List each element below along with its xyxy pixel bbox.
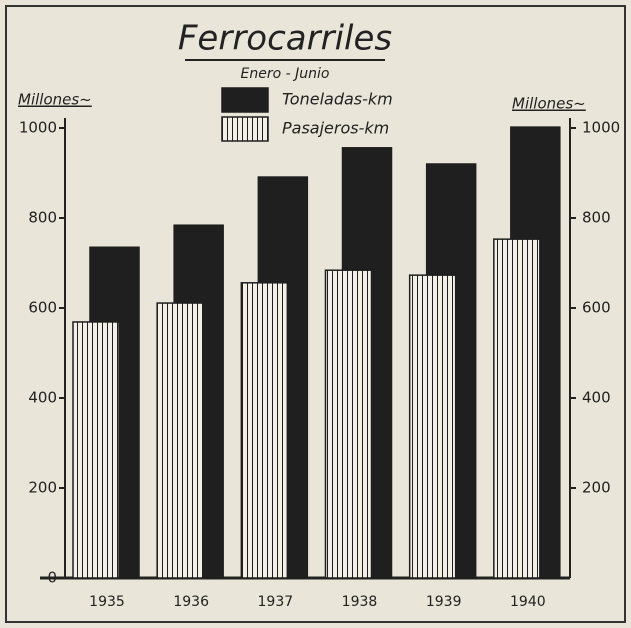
y-tick-label: 400 bbox=[28, 389, 57, 407]
y2-axis-label: Millones~ bbox=[512, 95, 586, 113]
y-tick-label: 200 bbox=[28, 479, 57, 497]
x-tick-label: 1935 bbox=[89, 594, 125, 610]
bar bbox=[408, 274, 457, 579]
legend-swatch bbox=[221, 116, 269, 142]
bar bbox=[324, 269, 373, 579]
x-tick-label: 1936 bbox=[173, 594, 209, 610]
y-tick-label: 1000 bbox=[19, 119, 57, 137]
x-tick-label: 1938 bbox=[342, 594, 378, 610]
y2-tick-label: 1000 bbox=[582, 119, 620, 137]
y2-tick-label: 400 bbox=[582, 389, 611, 407]
bar bbox=[72, 321, 120, 579]
y2-tick-label: 600 bbox=[582, 299, 611, 317]
x-tick-label: 1940 bbox=[510, 594, 546, 610]
y2-tick-label: 800 bbox=[582, 209, 611, 227]
y-tick-label: 800 bbox=[28, 209, 57, 227]
x-tick-label: 1937 bbox=[258, 594, 294, 610]
y2-tick-label: 200 bbox=[582, 479, 611, 497]
legend-label: Toneladas-km bbox=[282, 90, 393, 109]
legend-label: Pasajeros-km bbox=[282, 119, 389, 138]
y-tick-label: 600 bbox=[28, 299, 57, 317]
bar bbox=[156, 302, 204, 579]
chart-title: Ferrocarriles bbox=[178, 19, 392, 59]
bar bbox=[493, 238, 541, 579]
x-tick-label: 1939 bbox=[426, 594, 462, 610]
chart-subtitle: Enero - Junio bbox=[241, 66, 330, 82]
y-tick-label: 0 bbox=[47, 569, 57, 587]
frame bbox=[5, 5, 626, 623]
y-axis-label: Millones~ bbox=[18, 91, 92, 109]
legend-swatch bbox=[221, 87, 269, 113]
bar bbox=[240, 282, 289, 579]
